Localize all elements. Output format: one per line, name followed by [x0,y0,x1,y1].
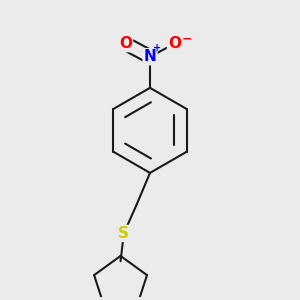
Text: O: O [168,36,181,51]
Text: O: O [119,36,132,51]
Text: +: + [153,43,161,52]
Text: N: N [144,49,156,64]
Text: −: − [182,32,192,45]
Text: S: S [118,226,129,241]
